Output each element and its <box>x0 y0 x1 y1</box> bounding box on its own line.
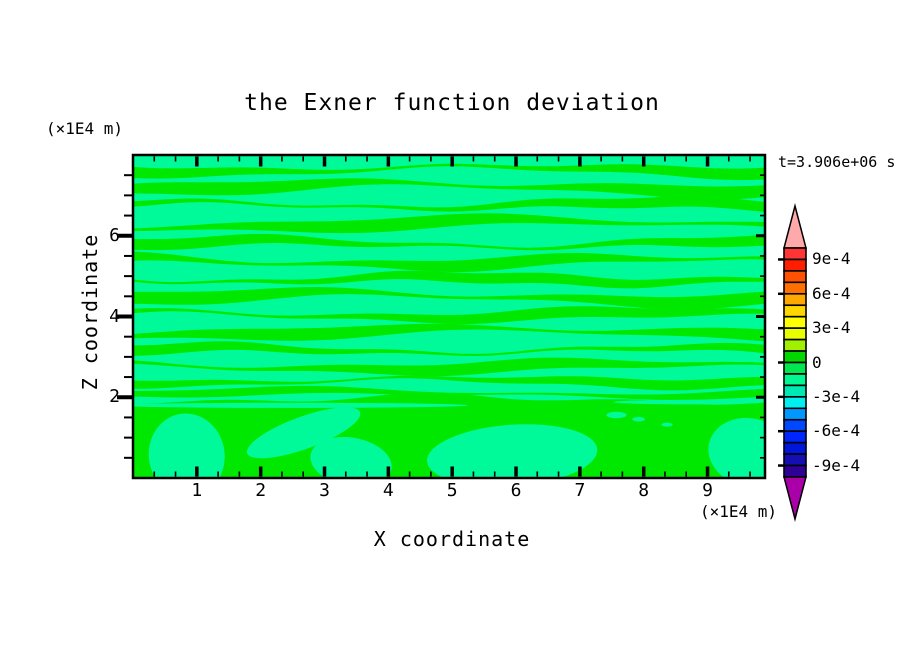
colorbar-tick-label: -6e-4 <box>812 421 861 441</box>
x-tick-label: 4 <box>382 480 394 501</box>
colorbar-tick-label: -9e-4 <box>812 455 861 475</box>
plot-area <box>117 153 767 480</box>
x-tick-label: 6 <box>510 480 522 501</box>
x-tick-label: 8 <box>638 480 650 501</box>
colorbar-tick-label: 3e-4 <box>812 318 851 338</box>
x-tick-label: 7 <box>574 480 586 501</box>
colorbar-tick-label: 0 <box>812 352 822 372</box>
z-axis-unit-label: (×1E4 m) <box>46 119 124 138</box>
x-tick-label: 1 <box>191 480 203 501</box>
colorbar-tick-label: 6e-4 <box>812 283 851 303</box>
x-axis-title: X coordinate <box>373 527 531 551</box>
x-axis-unit-label: (×1E4 m) <box>699 502 777 521</box>
z-tick-label: 4 <box>109 305 120 327</box>
x-tick-label: 2 <box>255 480 267 501</box>
x-tick-label: 9 <box>702 480 713 501</box>
chart-title: the Exner function deviation <box>244 90 660 116</box>
z-tick-label: 2 <box>109 386 120 408</box>
x-tick-label: 3 <box>319 480 330 501</box>
colorbar <box>778 203 807 522</box>
z-tick-label: 6 <box>109 224 120 246</box>
colorbar-tick-label: 9e-4 <box>812 249 851 269</box>
x-tick-label: 5 <box>446 480 458 501</box>
colorbar-tick-label: -3e-4 <box>812 386 861 406</box>
time-annotation: t=3.906e+06 s <box>778 153 896 171</box>
